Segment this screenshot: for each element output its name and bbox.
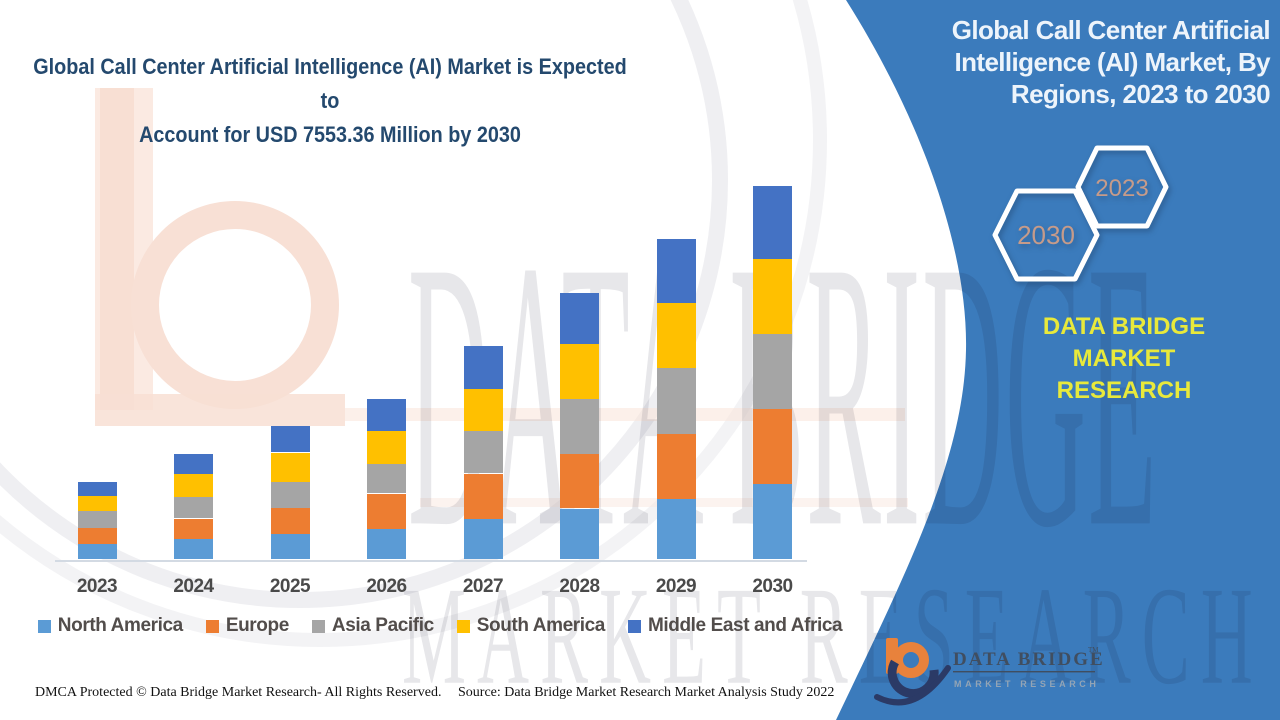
bar-segment-2028-north-america: [560, 508, 599, 560]
bar-segment-2026-europe: [367, 493, 406, 530]
x-axis-label-2023: 2023: [76, 576, 118, 597]
x-axis-label-2026: 2026: [366, 576, 407, 597]
b-watermark-swoosh: [95, 394, 345, 426]
bar-segment-2023-middle-east-and-africa: [77, 481, 117, 496]
legend-swatch: [37, 619, 51, 633]
bar-segment-2027-asia-pacific: [463, 430, 503, 474]
bar-segment-2024-asia-pacific: [174, 496, 213, 519]
logo-tail-swoosh: [874, 665, 951, 706]
logo-b-bowl: [893, 642, 929, 678]
bar-segment-2030-north-america: [753, 484, 792, 560]
bar-segment-2027-south-america: [463, 388, 503, 431]
panel-title-line2: Intelligence (AI) Market, By: [954, 47, 1270, 77]
x-axis-label-2025: 2025: [269, 576, 311, 597]
panel-shape: [836, 0, 1280, 720]
bar-segment-2028-south-america: [560, 344, 599, 400]
legend-swatch: [205, 619, 219, 633]
bar-segment-2028-europe: [560, 454, 599, 509]
bar-segment-2030-asia-pacific: [753, 334, 792, 410]
legend-label: Asia Pacific: [331, 615, 434, 636]
page-title-line1: Global Call Center Artificial Intelligen…: [33, 54, 627, 113]
b-watermark-stem-core: [100, 88, 134, 410]
bar-segment-2026-asia-pacific: [367, 464, 406, 494]
bar-segment-2029-europe: [656, 434, 696, 499]
hexagon-2023-label: 2023: [1095, 175, 1148, 202]
legend-swatch: [311, 619, 325, 633]
x-axis-line: [55, 560, 807, 562]
source-note: Source: Data Bridge Market Research Mark…: [458, 685, 835, 700]
watermark-arc: [0, 0, 827, 647]
brand-line1: DATA BRIDGE MARKET: [1042, 313, 1206, 372]
logo-d-swoosh: [887, 659, 939, 699]
bar-segment-2028-asia-pacific: [560, 399, 599, 455]
legend-item-europe: Europe: [205, 615, 289, 637]
bar-segment-2028-middle-east-and-africa: [560, 293, 599, 345]
bar-segment-2025-south-america: [270, 452, 310, 482]
legend-swatch: [456, 619, 470, 633]
x-axis-label-2028: 2028: [559, 576, 600, 597]
legend-label: Europe: [225, 615, 289, 636]
bar-segment-2025-europe: [270, 507, 310, 535]
bar-segment-2023-south-america: [77, 495, 117, 511]
legend-label: North America: [57, 615, 183, 636]
bar-segment-2026-north-america: [367, 529, 406, 560]
bar-segment-2030-south-america: [753, 259, 792, 335]
bar-segment-2025-asia-pacific: [270, 481, 310, 508]
logo-tm: TM: [1088, 646, 1099, 654]
x-axis-label-2030: 2030: [752, 576, 793, 597]
hexagon-2030-label: 2030: [1017, 220, 1075, 250]
panel-title: Global Call Center Artificial Intelligen…: [850, 14, 1271, 110]
bar-segment-2025-middle-east-and-africa: [270, 425, 310, 453]
bar-segment-2024-south-america: [174, 473, 213, 497]
page-title: Global Call Center Artificial Intelligen…: [33, 50, 627, 152]
bar-segment-2024-middle-east-and-africa: [174, 453, 213, 474]
bar-segment-2030-europe: [753, 409, 792, 485]
x-axis-label-2024: 2024: [173, 576, 214, 597]
bar-segment-2024-north-america: [174, 538, 213, 560]
hexagon-2030: [992, 188, 1100, 282]
legend-item-north-america: North America: [37, 615, 183, 637]
bar-segment-2027-europe: [463, 473, 503, 520]
dmca-notice: DMCA Protected © Data Bridge Market Rese…: [35, 685, 442, 700]
legend-item-asia-pacific: Asia Pacific: [311, 615, 434, 637]
legend-swatch: [627, 619, 641, 633]
x-axis-label-2029: 2029: [655, 576, 697, 597]
chart-legend: North America Europe Asia Pacific South Ame…: [37, 615, 843, 637]
bar-segment-2027-north-america: [463, 519, 503, 560]
bar-segment-2026-middle-east-and-africa: [367, 399, 406, 432]
logo-underline: [953, 671, 1095, 673]
bar-segment-2023-north-america: [77, 544, 117, 560]
bar-segment-2029-south-america: [656, 303, 696, 369]
bar-segment-2030-middle-east-and-africa: [753, 185, 792, 260]
year-hexagons: 2030 2023: [992, 145, 1169, 282]
bar-segment-2029-asia-pacific: [656, 368, 696, 435]
hexagon-2023: [1075, 145, 1169, 229]
bar-segment-2025-north-america: [270, 534, 310, 560]
x-axis-label-2027: 2027: [462, 576, 504, 597]
panel-title-line3: Regions, 2023 to 2030: [1010, 79, 1271, 109]
bar-segment-2027-middle-east-and-africa: [463, 345, 503, 389]
panel-title-line1: Global Call Center Artificial: [951, 15, 1271, 45]
legend-label: South America: [476, 615, 606, 636]
bar-segment-2023-asia-pacific: [77, 510, 117, 528]
page-title-line2: Account for USD 7553.36 Million by 2030: [139, 122, 521, 147]
brand-wordmark: DATA BRIDGE MARKET RESEARCH: [998, 311, 1250, 407]
logo-name-text: DATA BRIDGE: [953, 649, 1105, 670]
data-bridge-logo: DATA BRIDGE TM MARKET RESEARCH: [874, 638, 1105, 706]
bar-segment-2024-europe: [174, 518, 213, 539]
logo-subtitle-text: MARKET RESEARCH: [954, 679, 1100, 689]
legend-label: Middle East and Africa: [647, 615, 843, 636]
watermark-arc: [0, 0, 728, 608]
bar-segment-2029-middle-east-and-africa: [656, 239, 696, 304]
bar-segment-2023-europe: [77, 527, 117, 545]
brand-line2: RESEARCH: [1056, 377, 1192, 404]
bar-segment-2029-north-america: [656, 498, 696, 560]
legend-item-south-america: South America: [456, 615, 606, 637]
bar-segment-2026-south-america: [367, 431, 406, 465]
legend-item-middle-east-and-africa: Middle East and Africa: [627, 615, 843, 637]
